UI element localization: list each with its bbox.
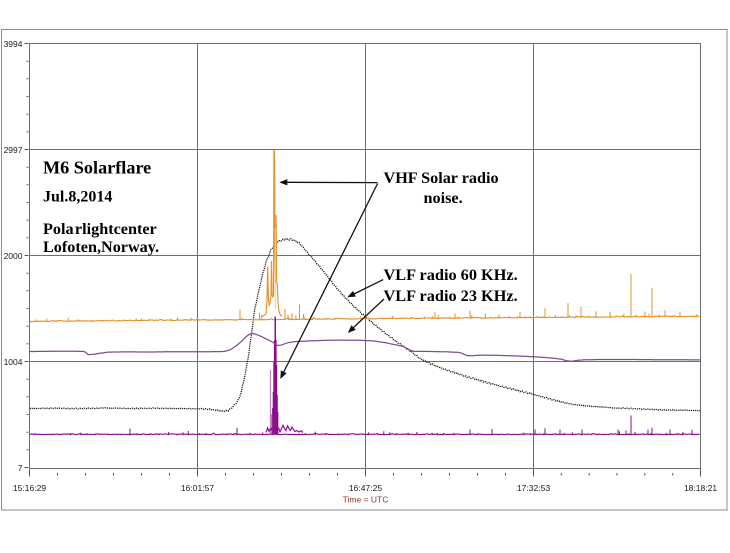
svg-text:3994: 3994 [4,39,23,49]
svg-text:18:18:21: 18:18:21 [684,483,717,493]
svg-text:M6 Solarflare: M6 Solarflare [43,158,151,178]
svg-text:1004: 1004 [4,357,23,367]
svg-text:16:47:25: 16:47:25 [349,483,382,493]
svg-text:VHF Solar radio: VHF Solar radio [384,169,499,187]
svg-text:15:16:29: 15:16:29 [13,483,46,493]
svg-text:VLF radio 23 KHz.: VLF radio 23 KHz. [384,286,518,305]
svg-text:noise.: noise. [424,189,463,207]
svg-text:17:32:53: 17:32:53 [517,483,550,493]
svg-text:Pola rlightcenter: Pola rlightcenter [43,220,157,238]
svg-text:Lofoten,Norway.: Lofoten,Norway. [43,238,159,256]
svg-text:7: 7 [18,463,23,473]
svg-text:2000: 2000 [4,251,23,261]
svg-text:VLF radio 60 KHz.: VLF radio 60 KHz. [384,265,518,284]
svg-text:Jul.8,2014: Jul.8,2014 [43,188,112,205]
svg-text:2997: 2997 [4,145,23,155]
svg-text:Time = UTC: Time = UTC [343,495,389,505]
svg-text:16:01:57: 16:01:57 [181,483,214,493]
